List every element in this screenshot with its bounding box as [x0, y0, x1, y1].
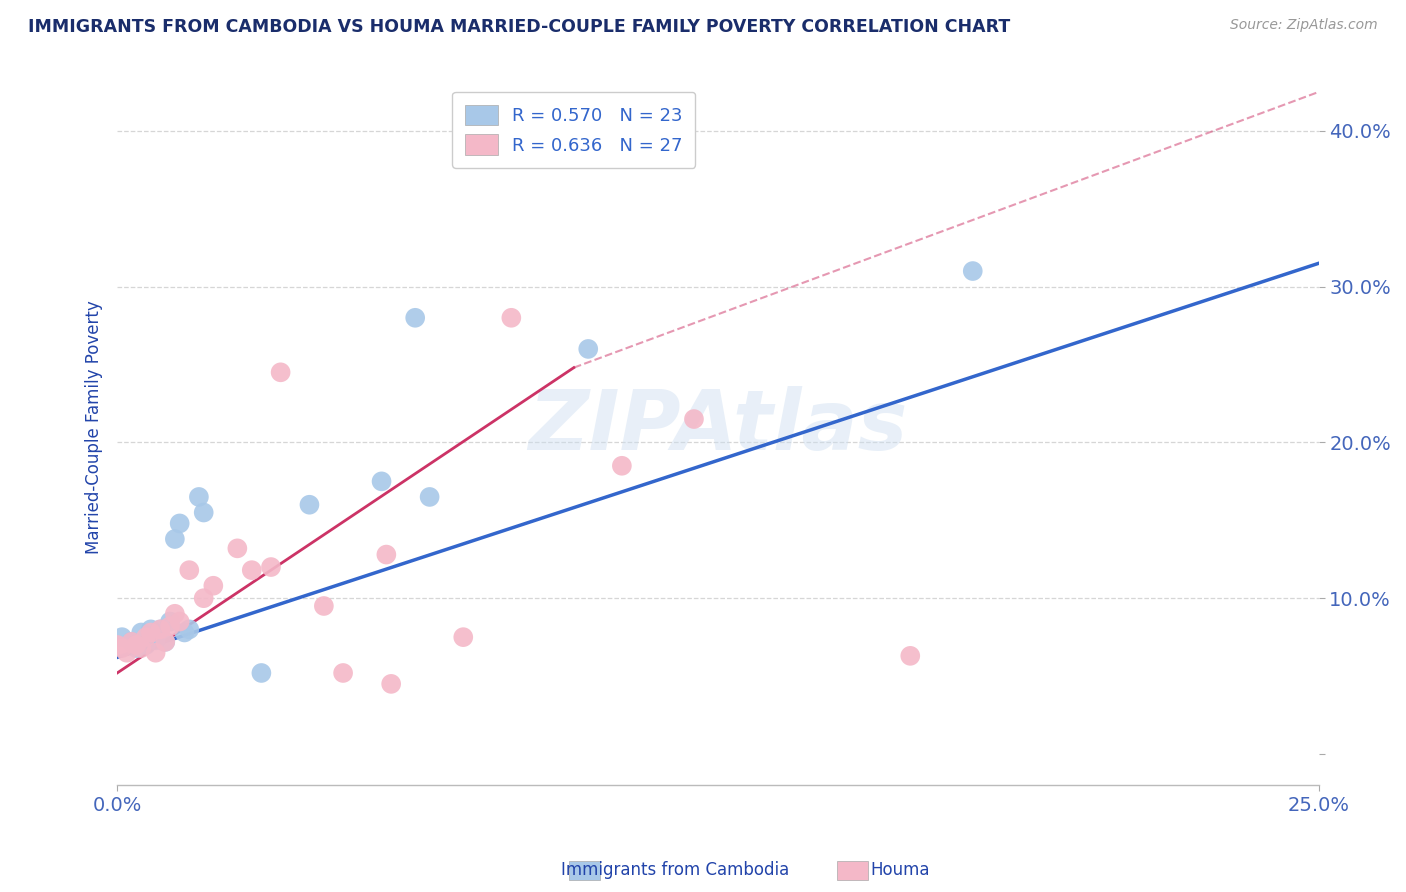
Point [121, 635, 143, 649]
Point [270, 365, 292, 379]
Point [404, 310, 426, 325]
Text: Immigrants from Cambodia: Immigrants from Cambodia [561, 861, 789, 879]
Point [149, 623, 172, 637]
Point [163, 532, 186, 546]
Text: IMMIGRANTS FROM CAMBODIA VS HOUMA MARRIED-COUPLE FAMILY POVERTY CORRELATION CHAR: IMMIGRANTS FROM CAMBODIA VS HOUMA MARRIE… [28, 18, 1011, 36]
Point [149, 623, 172, 637]
Point [332, 665, 354, 680]
Point [250, 665, 273, 680]
Point [202, 579, 225, 593]
Point [135, 638, 157, 652]
Y-axis label: Married-Couple Family Poverty: Married-Couple Family Poverty [86, 300, 103, 554]
Point [139, 625, 162, 640]
Point [139, 623, 162, 637]
Point [375, 548, 398, 562]
Point [610, 458, 633, 473]
Point [159, 615, 181, 629]
Point [129, 641, 152, 656]
Point [179, 623, 201, 637]
Point [155, 635, 177, 649]
Point [125, 641, 148, 656]
Point [111, 641, 134, 656]
Point [105, 638, 128, 652]
Point [145, 633, 167, 648]
Text: Source: ZipAtlas.com: Source: ZipAtlas.com [1230, 18, 1378, 32]
Point [193, 591, 215, 606]
Point [226, 541, 249, 556]
Point [370, 475, 392, 489]
Point [145, 646, 167, 660]
Point [187, 490, 209, 504]
Point [419, 490, 441, 504]
Point [159, 619, 181, 633]
Point [121, 635, 143, 649]
Point [163, 607, 186, 621]
Point [576, 342, 599, 356]
Point [125, 638, 148, 652]
Point [683, 412, 706, 426]
Point [115, 646, 138, 660]
Text: Houma: Houma [870, 861, 929, 879]
Point [962, 264, 984, 278]
Point [193, 506, 215, 520]
Point [173, 625, 195, 640]
Point [179, 563, 201, 577]
Point [298, 498, 321, 512]
Point [501, 310, 523, 325]
Point [898, 648, 921, 663]
Point [111, 630, 134, 644]
Legend: R = 0.570   N = 23, R = 0.636   N = 27: R = 0.570 N = 23, R = 0.636 N = 27 [453, 92, 695, 168]
Text: ZIPAtlas: ZIPAtlas [529, 386, 908, 467]
Point [380, 677, 402, 691]
Point [312, 599, 335, 613]
Point [451, 630, 474, 644]
Point [169, 615, 191, 629]
Point [240, 563, 263, 577]
Point [155, 635, 177, 649]
Point [129, 625, 152, 640]
Point [169, 516, 191, 531]
Point [135, 630, 157, 644]
Point [260, 560, 283, 574]
